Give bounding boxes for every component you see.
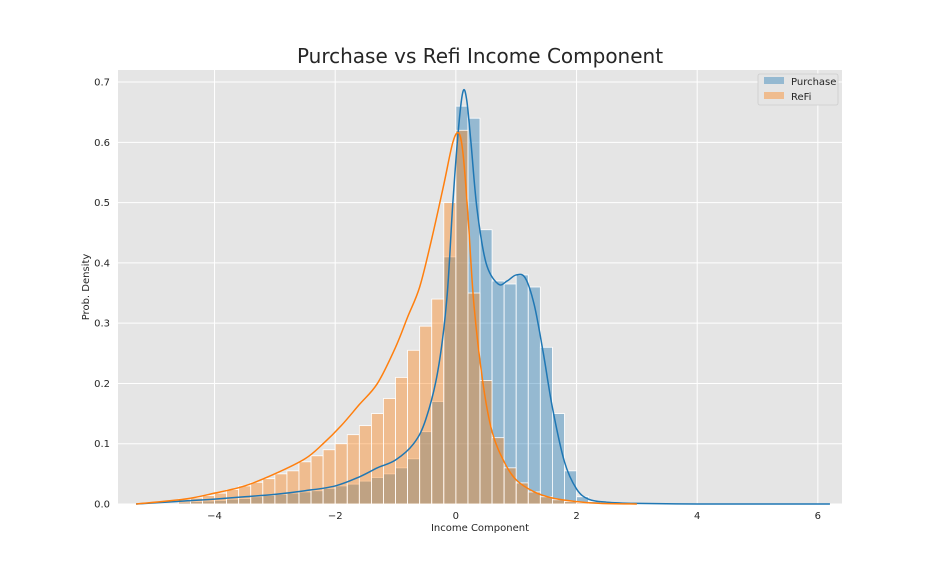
y-tick-label: 0.2 bbox=[94, 379, 110, 390]
hist-bar-refi bbox=[298, 461, 312, 505]
y-tick-label: 0.6 bbox=[94, 138, 110, 149]
hist-bar-refi bbox=[383, 398, 396, 505]
x-tick-label: 0 bbox=[453, 511, 459, 522]
hist-bar-refi bbox=[334, 443, 348, 505]
hist-bar-purchase bbox=[552, 413, 565, 505]
legend-swatch-purchase bbox=[764, 77, 784, 84]
legend-label-refi: ReFi bbox=[791, 92, 811, 103]
hist-bar-purchase bbox=[515, 274, 529, 505]
hist-bar-refi bbox=[250, 481, 264, 505]
x-tick-label: 2 bbox=[573, 511, 579, 522]
hist-bar-refi bbox=[370, 413, 384, 505]
hist-bar-refi bbox=[467, 292, 481, 505]
chart-title: Purchase vs Refi Income Component bbox=[297, 44, 663, 68]
y-tick-label: 0.3 bbox=[94, 319, 110, 330]
x-tick-label: 4 bbox=[694, 511, 700, 522]
tick-labels: −4 −2 0 2 4 6 0.0 0.1 0.2 0.3 0.4 0.5 0.6 0.7 bbox=[94, 78, 821, 522]
hist-bar-refi bbox=[431, 298, 445, 505]
kde-line-purchase bbox=[136, 88, 830, 505]
hist-bar-refi bbox=[346, 434, 360, 505]
hist-bar-refi bbox=[515, 482, 529, 505]
x-tick-label: 6 bbox=[815, 511, 821, 522]
hist-bar-refi bbox=[238, 485, 252, 505]
legend: Purchase ReFi bbox=[757, 73, 839, 106]
hist-bar-refi bbox=[274, 473, 288, 505]
hist-bar-purchase bbox=[527, 286, 541, 505]
y-tick-label: 0.5 bbox=[94, 198, 110, 209]
y-tick-label: 0.4 bbox=[94, 258, 110, 269]
y-tick-label: 0.0 bbox=[94, 500, 110, 511]
hist-bar-refi bbox=[407, 349, 421, 505]
x-tick-label: −2 bbox=[328, 511, 343, 522]
y-tick-label: 0.1 bbox=[94, 439, 110, 450]
y-tick-label: 0.7 bbox=[94, 78, 110, 89]
x-tick-label: −4 bbox=[207, 511, 222, 522]
hist-bar-refi bbox=[322, 449, 336, 505]
histogram-bars bbox=[177, 105, 602, 505]
hist-bar-refi bbox=[262, 478, 276, 505]
hist-bar-refi bbox=[419, 325, 433, 505]
legend-box bbox=[757, 73, 839, 106]
kde-curves bbox=[136, 88, 830, 505]
legend-label-purchase: Purchase bbox=[791, 77, 836, 88]
hist-bar-refi bbox=[395, 377, 408, 505]
hist-bar-refi bbox=[358, 425, 372, 505]
hist-bar-refi bbox=[310, 455, 324, 505]
kde-line-refi bbox=[136, 131, 637, 505]
x-axis-label: Income Component bbox=[431, 523, 529, 534]
hist-bar-refi bbox=[286, 470, 300, 505]
y-axis-label: Prob. Density bbox=[81, 254, 92, 321]
legend-swatch-refi bbox=[764, 92, 784, 99]
